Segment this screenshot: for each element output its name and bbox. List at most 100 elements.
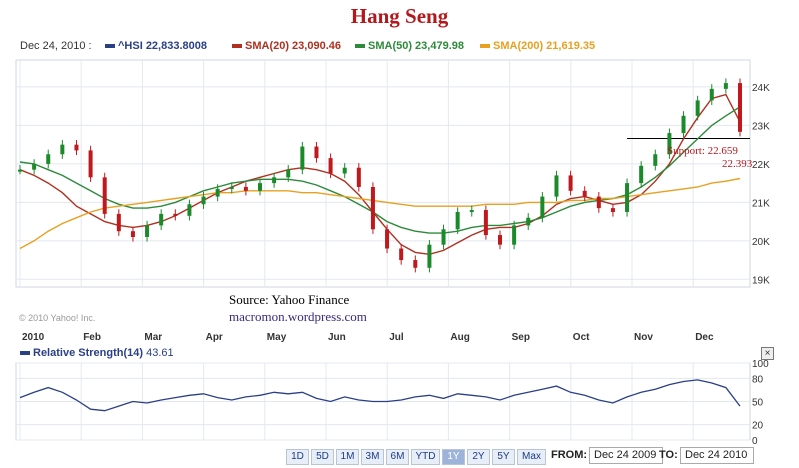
y-tick-label: 20K bbox=[752, 237, 770, 248]
rsi-chart: 0 20 50 80 100 bbox=[19, 359, 769, 447]
price-candle bbox=[568, 175, 573, 191]
price-candle bbox=[738, 83, 742, 132]
to-label: TO: bbox=[659, 449, 678, 461]
to-date-input[interactable]: Dec 24 2010 bbox=[680, 447, 754, 464]
close-rsi-button[interactable]: × bbox=[761, 347, 774, 360]
x-tick-label: Dec bbox=[695, 332, 714, 343]
price-candle bbox=[554, 175, 559, 197]
chart-title: Hang Seng bbox=[350, 4, 449, 28]
rsi-tick-label: 20 bbox=[752, 421, 764, 432]
price-candle bbox=[639, 165, 644, 184]
price-candle bbox=[582, 190, 587, 197]
support-value-2: 22.393 bbox=[722, 158, 753, 170]
price-candle bbox=[356, 167, 361, 187]
from-label: FROM: bbox=[551, 449, 588, 461]
price-candle bbox=[46, 154, 51, 164]
legend-sma200: SMA(200) 21,619.35 bbox=[480, 40, 595, 52]
price-candle bbox=[370, 186, 375, 230]
price-candle bbox=[272, 177, 277, 184]
price-candle bbox=[74, 144, 79, 151]
y-tick-label: 22K bbox=[752, 160, 770, 171]
y-tick-label: 24K bbox=[752, 83, 770, 94]
price-candle bbox=[526, 217, 531, 226]
sma50-swatch bbox=[355, 44, 365, 49]
website-text: macromon.wordpress.com bbox=[229, 309, 367, 324]
price-candle bbox=[88, 150, 93, 178]
range-button-ytd[interactable]: YTD bbox=[411, 449, 440, 465]
price-candle bbox=[215, 188, 220, 197]
range-button-max[interactable]: Max bbox=[517, 449, 546, 465]
x-tick-label: Sep bbox=[512, 332, 530, 343]
x-tick-label: Oct bbox=[573, 332, 590, 343]
price-candle bbox=[498, 235, 502, 245]
price-candle bbox=[130, 231, 135, 237]
x-tick-label: Nov bbox=[634, 332, 653, 343]
x-tick-label: Jul bbox=[389, 332, 404, 343]
sma200-swatch bbox=[480, 44, 490, 49]
price-candle bbox=[18, 169, 22, 172]
copyright-text: © 2010 Yahoo! Inc. bbox=[19, 313, 96, 323]
range-button-6m[interactable]: 6M bbox=[386, 449, 409, 465]
price-candle bbox=[681, 115, 686, 134]
price-candle bbox=[512, 225, 517, 245]
price-candle bbox=[653, 154, 658, 166]
range-button-1y[interactable]: 1Y bbox=[442, 449, 465, 465]
price-candle bbox=[413, 260, 418, 268]
price-candle bbox=[187, 204, 192, 216]
price-candle bbox=[342, 167, 347, 174]
range-button-3m[interactable]: 3M bbox=[361, 449, 384, 465]
rsi-tick-label: 100 bbox=[752, 359, 769, 370]
price-chart: 19K 20K 21K 22K 23K 24K 2010 Feb Mar Apr May Jun Jul… bbox=[18, 78, 770, 343]
price-candle bbox=[314, 146, 319, 159]
y-tick-label: 23K bbox=[752, 121, 770, 132]
source-text: Source: Yahoo Finance bbox=[229, 292, 350, 307]
price-candle bbox=[201, 196, 206, 205]
series-line-sma200 bbox=[19, 177, 741, 250]
price-candle bbox=[60, 144, 65, 155]
price-candle bbox=[455, 211, 460, 230]
series-line-sma20 bbox=[19, 93, 741, 256]
rsi-tick-label: 80 bbox=[752, 374, 764, 385]
range-button-5y[interactable]: 5Y bbox=[492, 449, 515, 465]
price-candle bbox=[610, 208, 615, 212]
legend-date: Dec 24, 2010 : bbox=[20, 40, 92, 52]
price-candle bbox=[625, 183, 630, 212]
from-date-input[interactable]: Dec 24 2009 bbox=[589, 447, 663, 464]
sma20-swatch bbox=[232, 44, 242, 49]
grid-layer bbox=[15, 59, 751, 441]
price-candle bbox=[229, 186, 234, 189]
x-tick-label: 2010 bbox=[22, 332, 45, 343]
price-candle bbox=[695, 100, 700, 116]
price-candle bbox=[328, 158, 333, 174]
price-candle bbox=[286, 169, 291, 178]
price-candle bbox=[709, 88, 714, 101]
price-candle bbox=[441, 229, 446, 245]
legend-hsi: ^HSI 22,833.8008 bbox=[105, 40, 207, 52]
x-tick-label: Apr bbox=[206, 332, 223, 343]
x-tick-label: May bbox=[267, 332, 287, 343]
x-tick-label: Mar bbox=[144, 332, 162, 343]
price-candle bbox=[159, 213, 164, 226]
price-candle bbox=[469, 210, 474, 213]
price-candle bbox=[32, 163, 37, 170]
range-button-1m[interactable]: 1M bbox=[336, 449, 359, 465]
rsi-legend: Relative Strength(14) 43.61 bbox=[20, 347, 174, 359]
range-button-5d[interactable]: 5D bbox=[311, 449, 334, 465]
rsi-tick-label: 0 bbox=[752, 436, 758, 447]
price-candle bbox=[483, 210, 488, 236]
series-line-sma50 bbox=[19, 106, 741, 234]
range-button-2y[interactable]: 2Y bbox=[467, 449, 490, 465]
price-candle bbox=[385, 229, 390, 249]
support-label: Support: 22.659 bbox=[667, 145, 738, 157]
rsi-series-line bbox=[19, 379, 741, 412]
rsi-tick-label: 50 bbox=[752, 398, 764, 409]
price-candle bbox=[596, 196, 601, 209]
y-tick-label: 19K bbox=[752, 275, 770, 286]
price-candle bbox=[173, 213, 178, 216]
price-candle bbox=[540, 196, 545, 218]
legend-sma50: SMA(50) 23,479.98 bbox=[355, 40, 464, 52]
rsi-swatch bbox=[20, 351, 30, 356]
range-button-1d[interactable]: 1D bbox=[286, 449, 309, 465]
y-tick-label: 21K bbox=[752, 198, 770, 209]
price-candle bbox=[427, 244, 432, 268]
